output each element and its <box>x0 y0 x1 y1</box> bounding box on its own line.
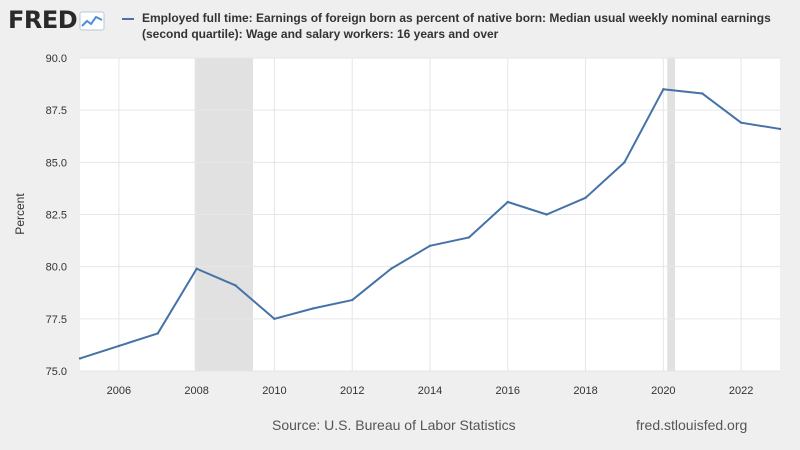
gridlines <box>80 57 780 372</box>
y-tick-label: 87.5 <box>46 105 67 117</box>
data-point <box>428 244 432 247</box>
chart-legend: Employed full time: Earnings of foreign … <box>122 10 794 42</box>
y-tick-label: 75.0 <box>46 366 67 378</box>
data-point <box>506 200 509 204</box>
legend-swatch <box>122 18 134 20</box>
data-point <box>117 344 121 348</box>
x-tick-label: 2020 <box>651 385 675 397</box>
data-point <box>739 121 743 124</box>
y-tick-label: 77.5 <box>46 314 67 326</box>
legend-label: Employed full time: Earnings of foreign … <box>142 11 771 41</box>
data-point <box>545 213 548 216</box>
data-point <box>78 357 82 360</box>
data-point <box>351 298 354 302</box>
footer-url[interactable]: fred.stlouisfed.org <box>636 417 748 433</box>
y-tick-label: 80.0 <box>46 262 67 274</box>
x-tick-label: 2014 <box>418 385 442 397</box>
y-tick-label: 90.0 <box>46 53 67 65</box>
fred-logo-text: FRED <box>8 6 78 34</box>
data-point <box>623 161 626 164</box>
data-point <box>778 127 782 131</box>
x-tick-label: 2022 <box>729 385 753 397</box>
data-point <box>273 317 276 321</box>
x-tick-label: 2016 <box>496 385 520 397</box>
y-tick-label: 82.5 <box>46 210 67 222</box>
data-point <box>701 92 704 95</box>
x-axis-ticks: 2006 2008 2010 2012 2014 2016 2018 2020 2022 <box>107 385 754 397</box>
y-axis-title: Percent <box>13 193 27 235</box>
series-lines <box>78 88 782 360</box>
x-tick-label: 2012 <box>340 385 364 397</box>
x-tick-label: 2010 <box>262 385 286 397</box>
x-tick-label: 2008 <box>184 385 208 397</box>
data-point <box>467 236 471 239</box>
y-tick-label: 85.0 <box>46 157 67 169</box>
x-tick-label: 2018 <box>573 385 597 397</box>
data-point <box>156 332 159 335</box>
x-tick-label: 2006 <box>107 385 131 397</box>
fred-chart-mark-icon <box>79 11 105 30</box>
data-point <box>234 284 237 287</box>
data-point <box>584 196 587 200</box>
data-point <box>389 267 393 270</box>
data-point <box>662 88 665 91</box>
data-point <box>195 267 198 270</box>
y-axis-ticks: 75.0 77.5 80.0 82.5 85.0 87.5 90.0 <box>46 53 67 378</box>
footer-source: Source: U.S. Bureau of Labor Statistics <box>272 417 516 433</box>
fred-logo[interactable]: FRED <box>8 7 105 33</box>
data-point <box>312 307 315 310</box>
